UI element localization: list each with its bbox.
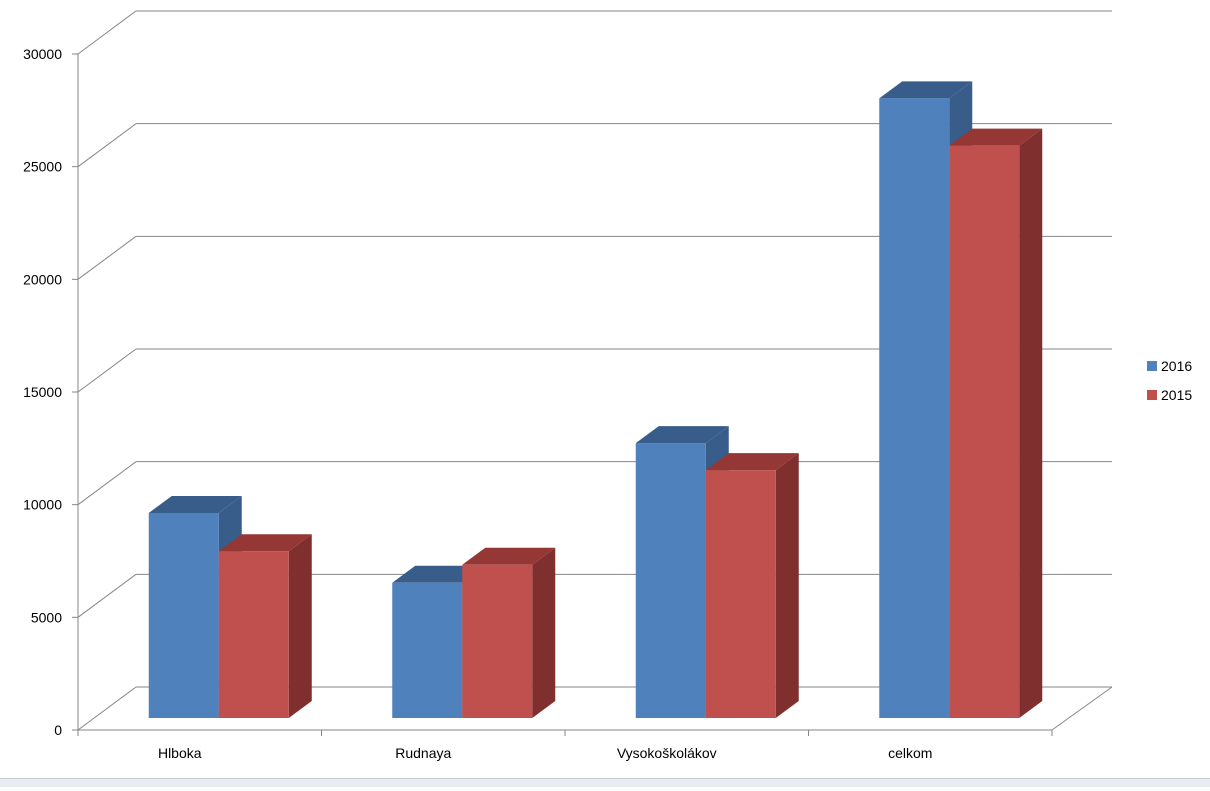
axes — [72, 53, 1113, 736]
bars — [148, 81, 1043, 719]
bar-side — [1019, 128, 1043, 719]
bar-side — [532, 547, 556, 718]
bar-front — [462, 564, 533, 718]
bar-top — [392, 565, 486, 583]
gridline-diagonal — [77, 235, 137, 280]
legend-label: 2015 — [1161, 387, 1192, 403]
bar-front — [148, 512, 219, 718]
legend: 2016 2015 — [1147, 358, 1192, 403]
bar-top — [218, 534, 312, 552]
legend-label: 2016 — [1161, 358, 1192, 374]
bar — [705, 453, 799, 718]
bar-top — [949, 128, 1043, 146]
legend-swatch — [1147, 361, 1157, 371]
bar-top — [148, 495, 242, 513]
legend-swatch — [1147, 390, 1157, 400]
window-bottom-strip — [0, 778, 1210, 787]
bar — [949, 128, 1043, 719]
gridline-diagonal — [77, 123, 137, 168]
x-tick-label: Vysokoškolákov — [617, 745, 717, 761]
axis-labels: 0 5000 10000 15000 20000 25000 30000 Hlboka Rudn… — [23, 46, 932, 761]
bar — [462, 547, 556, 718]
gridline-diagonal — [77, 686, 137, 731]
bar-front — [705, 470, 776, 718]
y-tick-label: 0 — [54, 722, 62, 738]
bar-front — [949, 145, 1020, 719]
y-tick-label: 5000 — [31, 609, 62, 625]
y-tick-label: 25000 — [23, 159, 62, 175]
bar-top — [705, 453, 799, 471]
bar-front — [218, 551, 289, 718]
bar-top — [879, 81, 973, 99]
bar-top — [462, 547, 556, 565]
x-tick-label: celkom — [888, 745, 932, 761]
gridline-diagonal — [77, 10, 137, 55]
y-tick-label: 20000 — [23, 271, 62, 287]
gridline-diagonal — [77, 573, 137, 618]
bar-side — [775, 453, 799, 718]
bar-top — [635, 426, 729, 444]
gridline-diagonal — [77, 461, 137, 506]
bar-side — [288, 534, 312, 718]
x-tick-label: Hlboka — [158, 745, 202, 761]
bar — [218, 534, 312, 718]
bar-front — [879, 98, 950, 719]
bar-front — [392, 582, 463, 718]
x-tick-label: Rudnaya — [395, 745, 451, 761]
bar-front — [635, 443, 706, 718]
y-tick-label: 10000 — [23, 497, 62, 513]
y-tick-label: 30000 — [23, 46, 62, 62]
gridline-diagonal — [77, 348, 137, 393]
y-tick-label: 15000 — [23, 384, 62, 400]
floor-edge — [1051, 686, 1113, 731]
